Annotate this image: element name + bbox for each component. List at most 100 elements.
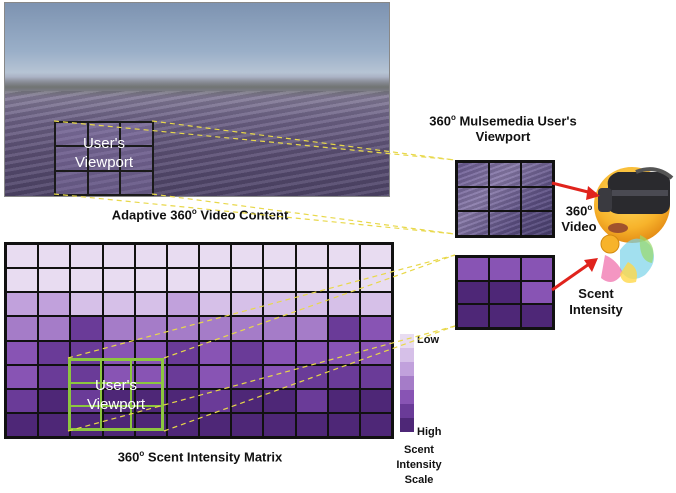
mini-matrix-cell	[489, 304, 521, 328]
vr-headset-icon	[598, 167, 674, 214]
matrix-cell	[102, 316, 135, 341]
panorama-horizon	[5, 77, 389, 97]
matrix-cell	[166, 412, 199, 437]
matrix-cell	[231, 364, 264, 389]
matrix-cell	[38, 268, 71, 293]
matrix-cell	[6, 340, 39, 365]
matrix-cell	[166, 340, 199, 365]
matrix-cell	[327, 316, 360, 341]
matrix-cell	[6, 244, 39, 269]
mini-matrix-cell	[489, 280, 521, 305]
matrix-cell	[263, 412, 296, 437]
scent-intensity-label: Scent Intensity	[569, 286, 623, 317]
matrix-cell	[102, 244, 135, 269]
matrix-cell	[102, 292, 135, 317]
scale-low-label: Low	[417, 334, 439, 346]
matrix-cell	[6, 268, 39, 293]
matrix-cell	[199, 340, 232, 365]
matrix-cell	[295, 340, 328, 365]
matrix-cell	[295, 244, 328, 269]
panorama-viewport-grid	[54, 121, 154, 196]
matrix-cell	[359, 340, 392, 365]
panorama-viewport-label: User's Viewport	[74, 135, 134, 171]
scale-swatch	[400, 418, 414, 432]
matrix-cell	[166, 268, 199, 293]
matrix-cell	[327, 268, 360, 293]
matrix-cell	[38, 340, 71, 365]
matrix-cell	[134, 268, 167, 293]
video-label: 360o Video	[561, 203, 597, 235]
scale-high-label: High	[417, 426, 442, 438]
matrix-cell	[231, 388, 264, 413]
user-viewport-title: 360o Mulsemedia User's Viewport	[429, 113, 577, 145]
scale-swatch	[400, 362, 414, 376]
matrix-cell	[295, 364, 328, 389]
matrix-cell	[38, 316, 71, 341]
matrix-cell	[359, 364, 392, 389]
scent-arrow-icon	[551, 258, 598, 292]
scale-swatch	[400, 404, 414, 418]
mini-matrix-cell	[457, 257, 489, 281]
matrix-cell	[38, 244, 71, 269]
matrix-cell	[166, 244, 199, 269]
matrix-cell	[134, 316, 167, 341]
mini-matrix-cell	[489, 257, 521, 281]
matrix-cell	[327, 412, 360, 437]
matrix-cell	[263, 244, 296, 269]
matrix-cell	[359, 388, 392, 413]
matrix-cell	[6, 388, 39, 413]
matrix-cell	[231, 244, 264, 269]
matrix-cell	[199, 412, 232, 437]
matrix-viewport-label: User's Viewport	[86, 377, 146, 413]
matrix-cell	[359, 412, 392, 437]
matrix-cell	[295, 412, 328, 437]
matrix-cell	[38, 292, 71, 317]
matrix-cell	[166, 364, 199, 389]
matrix-cell	[359, 292, 392, 317]
mini-matrix-cell	[521, 257, 553, 281]
matrix-cell	[359, 244, 392, 269]
matrix-cell	[6, 412, 39, 437]
user-scent-matrix	[455, 255, 555, 330]
matrix-cell	[327, 244, 360, 269]
matrix-cell	[199, 364, 232, 389]
matrix-viewport-grid	[68, 358, 164, 431]
matrix-cell	[166, 388, 199, 413]
connector-lines	[53, 120, 456, 432]
matrix-cell	[295, 268, 328, 293]
panorama-caption: Adaptive 360o Video Content	[111, 207, 289, 223]
matrix-cell	[70, 412, 103, 437]
matrix-cell	[231, 292, 264, 317]
matrix-cell	[327, 292, 360, 317]
mini-matrix-cell	[521, 280, 553, 305]
matrix-cell	[231, 340, 264, 365]
matrix-cell	[6, 316, 39, 341]
matrix-cell	[199, 244, 232, 269]
matrix-cell	[327, 364, 360, 389]
matrix-cell	[327, 388, 360, 413]
scale-swatch	[400, 348, 414, 362]
mini-matrix-cell	[457, 304, 489, 328]
matrix-cell	[166, 292, 199, 317]
matrix-cell	[231, 316, 264, 341]
scent-intensity-scale	[400, 334, 414, 432]
matrix-cell	[70, 316, 103, 341]
matrix-cell	[199, 268, 232, 293]
matrix-cell	[231, 268, 264, 293]
video-arrow-icon	[551, 181, 600, 200]
matrix-cell	[295, 388, 328, 413]
matrix-cell	[70, 268, 103, 293]
matrix-cell	[102, 364, 135, 389]
matrix-cell	[295, 292, 328, 317]
matrix-caption: 360o Scent Intensity Matrix	[117, 449, 283, 465]
matrix-cell	[6, 364, 39, 389]
matrix-cell	[166, 316, 199, 341]
matrix-cell	[295, 316, 328, 341]
matrix-cell	[359, 268, 392, 293]
matrix-cell	[102, 388, 135, 413]
scent-intensity-matrix	[4, 242, 394, 439]
mini-matrix-cell	[521, 304, 553, 328]
matrix-cell	[102, 268, 135, 293]
matrix-cell	[70, 292, 103, 317]
scale-caption: Scent Intensity Scale	[396, 444, 442, 486]
